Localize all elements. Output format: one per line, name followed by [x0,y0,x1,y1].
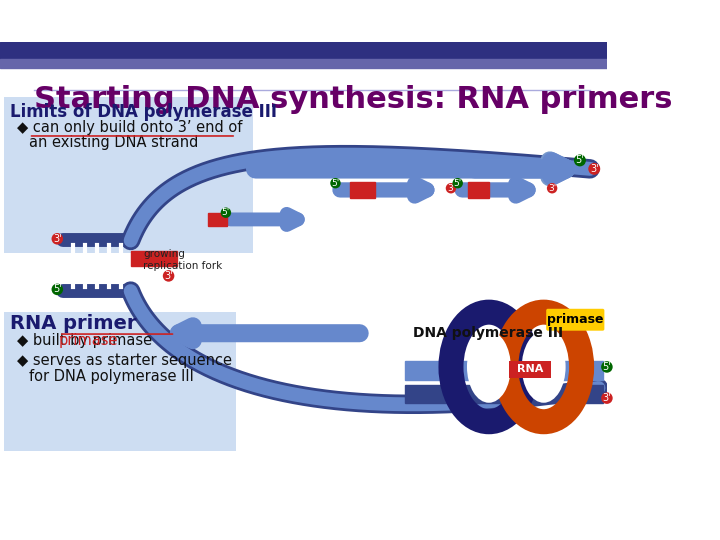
Text: growing
replication fork: growing replication fork [143,249,222,271]
Bar [0,59,607,68]
Bar [0,43,607,59]
Text: ◆ can only build onto 3’ end of: ◆ can only build onto 3’ end of [17,120,242,135]
Bar [405,384,603,403]
Text: 3': 3' [164,271,173,281]
Bar [350,183,375,198]
Text: 5': 5' [331,179,340,188]
Text: DNA polymerase III: DNA polymerase III [413,326,563,340]
Bar [405,361,603,380]
FancyBboxPatch shape [509,361,552,378]
Text: 5': 5' [454,179,462,188]
Ellipse shape [522,331,566,403]
Text: 5': 5' [53,285,62,294]
Text: RNA primer: RNA primer [10,314,137,333]
Text: 3': 3' [447,184,455,193]
Text: RNA: RNA [517,364,544,374]
Text: 3': 3' [590,164,598,174]
Text: primase: primase [546,313,603,326]
Text: 5': 5' [222,208,230,217]
Ellipse shape [467,331,510,403]
FancyBboxPatch shape [546,309,604,330]
Text: 3': 3' [603,393,611,403]
Bar [208,213,227,226]
Text: an existing DNA strand: an existing DNA strand [29,135,198,150]
Text: ◆ built by primase: ◆ built by primase [17,333,152,348]
Bar [468,183,489,198]
Text: 3': 3' [53,234,62,244]
Text: ◆ serves as starter sequence: ◆ serves as starter sequence [17,353,232,368]
Text: 5': 5' [603,362,611,372]
Text: Limits of DNA polymerase III: Limits of DNA polymerase III [10,103,277,121]
Text: Starting DNA synthesis: RNA primers: Starting DNA synthesis: RNA primers [34,85,672,113]
Text: primase: primase [59,333,119,348]
Text: 3': 3' [548,184,557,193]
Text: 5': 5' [575,156,585,165]
Text: for DNA polymerase III: for DNA polymerase III [29,369,194,384]
FancyBboxPatch shape [4,97,253,253]
Bar [130,251,177,266]
FancyBboxPatch shape [4,312,236,451]
